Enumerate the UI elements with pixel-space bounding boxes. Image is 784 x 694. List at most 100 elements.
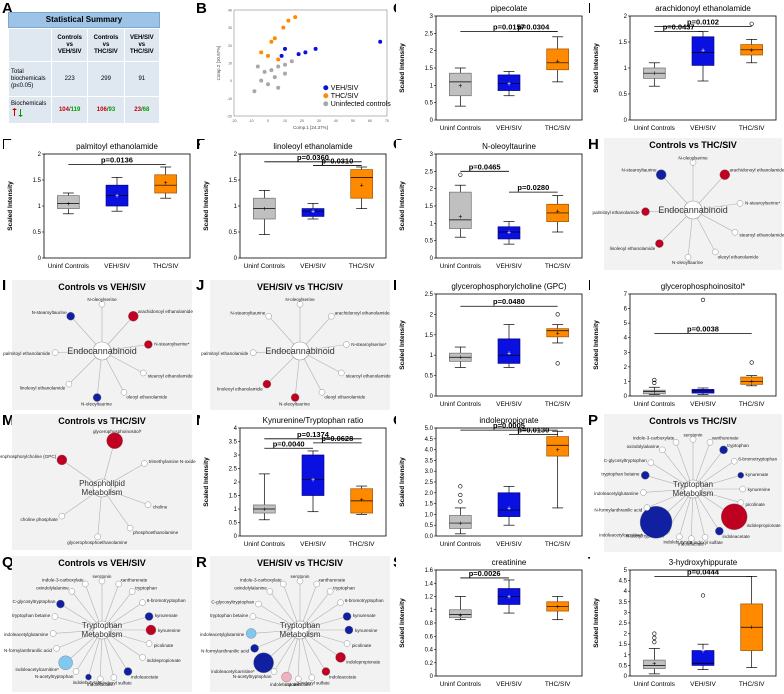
y-tick-label: 0.5 — [425, 101, 434, 107]
mean-marker: + — [458, 521, 462, 528]
y-tick-label: 2.5 — [619, 621, 628, 627]
scatter-point-control — [283, 62, 287, 67]
network-node-label: N-formylanthranilic acid — [4, 648, 52, 653]
y-axis-label: Comp.2 [10.97%] — [216, 46, 221, 81]
y-axis-label: Scaled Intensity — [399, 457, 406, 507]
y-tick-label: 2.5 — [425, 169, 434, 175]
mean-marker: + — [115, 193, 119, 200]
scatter-point-control — [252, 89, 257, 94]
network-node-label: indolebutyrate — [73, 680, 102, 685]
network-node — [720, 503, 748, 530]
outlier-point — [458, 499, 463, 504]
network-node — [308, 674, 316, 681]
panel-label-m: M — [2, 412, 15, 429]
y-tick-label: 3.5 — [425, 458, 434, 464]
y-tick-label: 5 — [624, 568, 628, 574]
network-node-label: kynurenate — [746, 472, 769, 477]
network-node — [128, 311, 139, 322]
network-node — [144, 501, 152, 508]
outlier-point — [749, 360, 754, 365]
network-node — [736, 200, 744, 207]
x-tick-label: Uninf Controls — [48, 263, 90, 270]
network-node — [328, 313, 335, 320]
network-node-label: choline — [153, 504, 168, 509]
network-hub — [92, 620, 112, 640]
network-node — [56, 599, 65, 609]
scatter-frame — [233, 9, 388, 117]
statistical-summary-table: Statistical Summary Controls vs VEH/SIV … — [8, 12, 161, 128]
y-tick-label: 2 — [430, 49, 434, 55]
network-hub-label: Metabolism — [82, 488, 123, 497]
y-tick-label: 7 — [624, 292, 628, 298]
network-node — [139, 654, 146, 661]
network-node-label: serotonin — [93, 574, 112, 579]
network-node-label: glycerophosphorylcholine (GPC) — [0, 454, 57, 459]
y-tick-label: 4.5 — [425, 437, 434, 443]
mean-marker: + — [458, 355, 462, 362]
network-node — [56, 454, 68, 466]
y-tick-label: 0.5 — [619, 92, 628, 98]
panel-label-i: I — [2, 277, 7, 294]
chart-bg — [200, 414, 392, 552]
network-node — [52, 349, 59, 356]
scatter-point-veh — [279, 53, 284, 58]
mean-marker: + — [701, 648, 705, 655]
box-control — [449, 515, 472, 529]
x-tick-label: 50 — [351, 119, 355, 123]
network-node-label: tryptophan betaine — [12, 613, 51, 618]
y-tick-label: -20 — [227, 115, 232, 119]
network-hub-label: Tryptophan — [82, 621, 122, 630]
network-node-label: oxindolylalanine — [234, 585, 267, 590]
scatter-point-control — [266, 82, 270, 87]
network-node-label: 6-bromotryptophan — [738, 456, 777, 461]
network-node — [250, 644, 259, 653]
x-tick-label: 70 — [385, 119, 389, 123]
y-axis-label: Scaled Intensity — [593, 43, 600, 93]
network-node — [639, 506, 673, 539]
pvalue-label: p=0.0465 — [469, 162, 501, 171]
outlier-point — [652, 635, 657, 640]
network-node — [719, 169, 730, 180]
y-tick-label: 0.0 — [425, 534, 434, 540]
panel-label-j: J — [196, 277, 205, 294]
y-axis-label: Scaled Intensity — [399, 598, 406, 648]
up-count-1: 106 — [96, 106, 107, 113]
box-thc — [740, 376, 763, 385]
network-node-label: tryptophan — [727, 443, 749, 448]
summary-corner — [8, 28, 52, 62]
box-veh — [691, 650, 715, 666]
y-tick-label: 2 — [430, 312, 434, 318]
network-node — [701, 534, 709, 541]
y-tick-label: 3.0 — [425, 469, 434, 475]
y-tick-label: 1.5 — [425, 204, 434, 210]
y-tick-label: 2.0 — [425, 491, 434, 497]
network-endocannabinoid-controls-vs-thc: Controls vs THC/SIV Endocannabinoid N-oleo… — [593, 138, 784, 270]
network-node-label: N-stearoyltaurine — [230, 311, 265, 316]
network-node-label: serotonin — [684, 432, 703, 437]
outlier-point — [652, 639, 657, 645]
y-tick-label: 1.5 — [425, 502, 434, 508]
network-node-label: palmitoyl ethanolamide — [3, 351, 50, 356]
pca-scatter-chart: -20 -10 0 10 20 30 40 50 60 70 -20 -10 0 10 20 30 40 Comp… — [216, 9, 391, 131]
x-tick-label: 0 — [267, 119, 269, 123]
box-thc — [546, 436, 569, 457]
up-count-0: 104 — [58, 106, 69, 113]
y-tick-label: 0.5 — [425, 374, 434, 380]
x-axis-label: Comp.1 [24.37%] — [293, 125, 328, 130]
network-node — [290, 393, 300, 402]
box-control — [643, 389, 666, 395]
network-node-label: kynurenine — [158, 628, 181, 633]
x-tick-label: VEH/SIV — [690, 401, 716, 408]
network-node-label: oleoyl ethanolamide — [126, 395, 167, 400]
pvalue-label: p=0.0102 — [687, 17, 719, 26]
network-node-label: picolinate — [154, 643, 174, 648]
scatter-point-control — [259, 78, 264, 83]
outlier-point — [652, 377, 657, 383]
network-title: Controls vs THC/SIV — [58, 416, 146, 426]
y-tick-label: 0.6 — [425, 634, 434, 640]
network-node-label: trimethylamine N-oxide — [149, 459, 196, 464]
network-node — [120, 389, 128, 396]
box-thc — [546, 328, 569, 338]
y-tick-label: 0 — [230, 79, 232, 83]
mean-marker: + — [507, 230, 511, 237]
